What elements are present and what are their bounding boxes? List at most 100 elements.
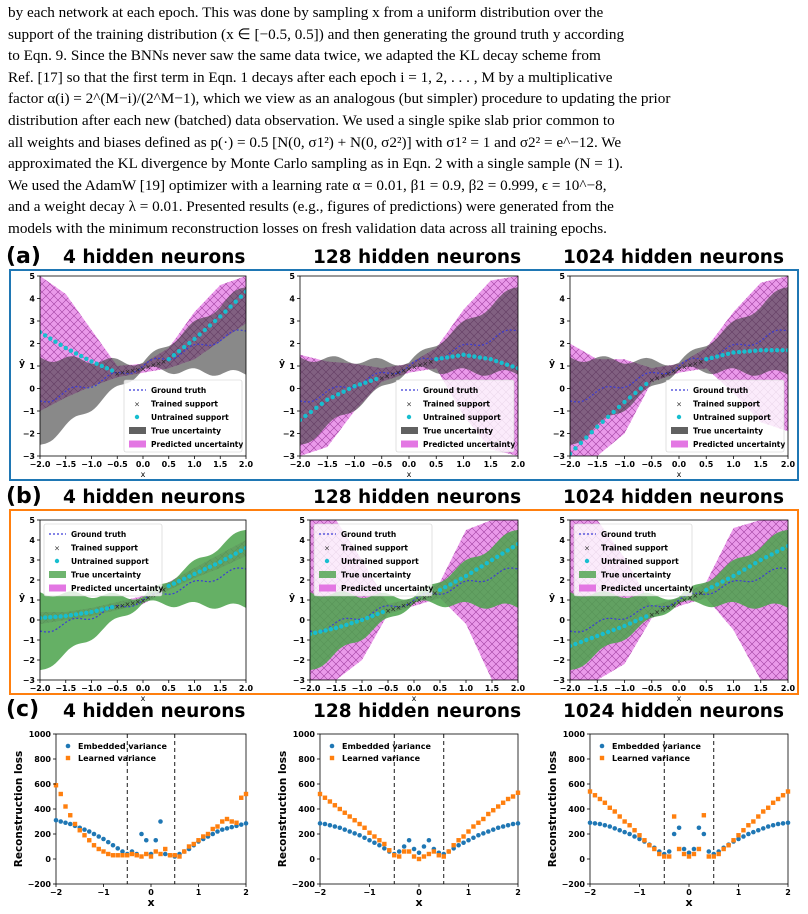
trained-support-point: × bbox=[390, 371, 396, 379]
untrained-support-point bbox=[500, 551, 505, 556]
ground-truth-line bbox=[300, 329, 518, 403]
x-tick-label: −0.5 bbox=[371, 460, 392, 469]
learned-variance-point bbox=[332, 803, 338, 808]
learned-variance-point bbox=[642, 838, 647, 843]
trained-support-point: × bbox=[401, 602, 407, 610]
untrained-support-point bbox=[731, 573, 736, 579]
learned-variance-point bbox=[129, 851, 135, 857]
x-tick-label: −2 bbox=[584, 888, 596, 897]
learned-variance-point bbox=[372, 834, 377, 839]
legend-label: True uncertainty bbox=[71, 571, 141, 580]
learned-variance-point bbox=[632, 828, 637, 833]
legend-label: Trained support bbox=[71, 544, 138, 553]
learned-variance-point bbox=[397, 854, 402, 859]
legend-label: Untrained support bbox=[71, 557, 149, 566]
untrained-support-point bbox=[469, 570, 474, 575]
legend-box bbox=[573, 523, 693, 597]
x-tick-label: 2.0 bbox=[511, 460, 526, 469]
x-tick-label: 2 bbox=[785, 888, 791, 897]
untrained-support-point bbox=[212, 318, 218, 324]
trained-support-point: × bbox=[649, 377, 655, 385]
learned-variance-point bbox=[125, 853, 130, 858]
y-tick-label: 5 bbox=[289, 272, 295, 281]
untrained-support-point bbox=[474, 567, 479, 572]
x-tick-label: −1.0 bbox=[81, 460, 102, 469]
embedded-variance-point bbox=[101, 836, 106, 842]
y-tick-label: −3 bbox=[553, 452, 565, 461]
x-tick-label: 2.0 bbox=[239, 684, 254, 693]
x-tick-label: −1 bbox=[363, 888, 376, 897]
y-tick-label: 3 bbox=[299, 556, 305, 565]
trained-support-point: × bbox=[671, 368, 677, 376]
untrained-support-point bbox=[374, 376, 379, 382]
untrained-support-point bbox=[344, 622, 349, 627]
embedded-variance-point bbox=[456, 842, 461, 848]
learned-variance-point bbox=[210, 826, 215, 832]
embedded-variance-point bbox=[406, 837, 412, 843]
y-tick-label: 400 bbox=[568, 805, 585, 814]
legend-marker-predicted-uncertainty bbox=[319, 584, 336, 592]
panel-title: 1024 hidden neurons bbox=[563, 247, 784, 268]
untrained-support-point bbox=[605, 414, 611, 420]
y-tick-label: −2 bbox=[553, 656, 565, 665]
embedded-variance-point bbox=[476, 832, 481, 838]
x-tick-label: −1.5 bbox=[55, 460, 76, 469]
embedded-variance-point bbox=[219, 827, 225, 832]
untrained-support-point bbox=[42, 615, 48, 620]
untrained-support-point bbox=[633, 619, 638, 624]
trained-support-point: × bbox=[432, 589, 438, 597]
legend-marker-true-uncertainty bbox=[671, 427, 688, 434]
learned-variance-point bbox=[191, 841, 196, 847]
embedded-variance-point bbox=[327, 822, 333, 828]
learned-variance-point bbox=[201, 834, 206, 839]
true-uncertainty-band bbox=[570, 529, 788, 671]
embedded-variance-point bbox=[82, 827, 87, 832]
y-tick-label: −2 bbox=[293, 656, 305, 665]
embedded-variance-point bbox=[691, 846, 697, 852]
untrained-support-point bbox=[780, 546, 785, 551]
y-tick-label: 3 bbox=[559, 556, 565, 565]
learned-variance-point bbox=[706, 854, 711, 859]
untrained-support-point bbox=[589, 429, 594, 435]
untrained-support-point bbox=[368, 378, 374, 384]
embedded-variance-point bbox=[243, 821, 249, 826]
untrained-support-point bbox=[589, 635, 594, 641]
x-tick-label: 2.0 bbox=[239, 460, 254, 469]
x-tick-label: −2.0 bbox=[30, 684, 51, 693]
panel-title: 1024 hidden neurons bbox=[563, 701, 784, 722]
x-tick-label: −1.0 bbox=[344, 460, 365, 469]
y-tick-label: 4 bbox=[289, 295, 295, 304]
loss-plot: −2 −1 0 1 2 −200 0 200 400 600 800 1000 x Reconstruct… bbox=[547, 730, 791, 909]
trained-support-point: × bbox=[125, 601, 131, 609]
untrained-support-point bbox=[764, 555, 769, 560]
untrained-support-point bbox=[48, 336, 53, 341]
y-axis-label: ŷ bbox=[549, 359, 555, 369]
trained-support-point: × bbox=[665, 370, 671, 378]
x-tick-label: 0.5 bbox=[699, 460, 714, 469]
untrained-support-point bbox=[570, 643, 573, 649]
trained-support-point: × bbox=[114, 603, 120, 611]
untrained-support-point bbox=[578, 440, 584, 446]
untrained-support-point bbox=[747, 348, 753, 354]
embedded-variance-point bbox=[622, 829, 627, 835]
x-tick-label: 0.0 bbox=[136, 460, 151, 469]
embedded-variance-point bbox=[666, 849, 672, 854]
row-b-frame bbox=[9, 509, 799, 695]
legend-marker-embedded bbox=[599, 743, 605, 749]
legend-marker-true-uncertainty bbox=[129, 427, 146, 434]
y-tick-label: −1 bbox=[23, 407, 36, 416]
untrained-support-point bbox=[79, 611, 84, 616]
learned-variance-point bbox=[322, 795, 328, 800]
row-a-frame bbox=[9, 269, 799, 481]
untrained-support-point bbox=[644, 381, 649, 387]
trained-support-point: × bbox=[140, 597, 146, 605]
legend-label: Learned variance bbox=[612, 754, 691, 763]
untrained-support-point bbox=[300, 417, 303, 423]
trained-support-point: × bbox=[395, 369, 401, 377]
untrained-support-point bbox=[303, 413, 308, 419]
y-tick-label: 1000 bbox=[29, 730, 52, 739]
x-tick-label: 0.0 bbox=[672, 460, 687, 469]
trained-support-point: × bbox=[654, 374, 660, 382]
learned-variance-point bbox=[387, 848, 392, 853]
